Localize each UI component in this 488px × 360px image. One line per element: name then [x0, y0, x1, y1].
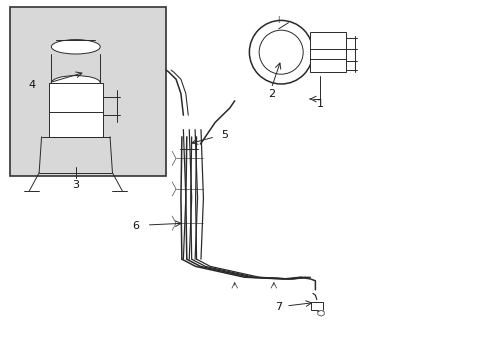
Text: 3: 3: [72, 180, 79, 190]
Circle shape: [259, 30, 303, 74]
Text: 1: 1: [316, 99, 323, 109]
Text: |: |: [277, 15, 279, 23]
Text: 2: 2: [267, 89, 274, 99]
Text: 7: 7: [275, 302, 282, 312]
Text: 5: 5: [221, 130, 228, 140]
Polygon shape: [317, 310, 324, 316]
Ellipse shape: [51, 40, 100, 54]
Bar: [10, 7, 166, 176]
Text: 4: 4: [28, 80, 35, 90]
Bar: [309, 32, 346, 72]
Circle shape: [249, 21, 312, 84]
Text: 6: 6: [132, 221, 139, 231]
Bar: [49, 83, 102, 137]
Bar: [310, 302, 322, 310]
Ellipse shape: [51, 76, 100, 90]
